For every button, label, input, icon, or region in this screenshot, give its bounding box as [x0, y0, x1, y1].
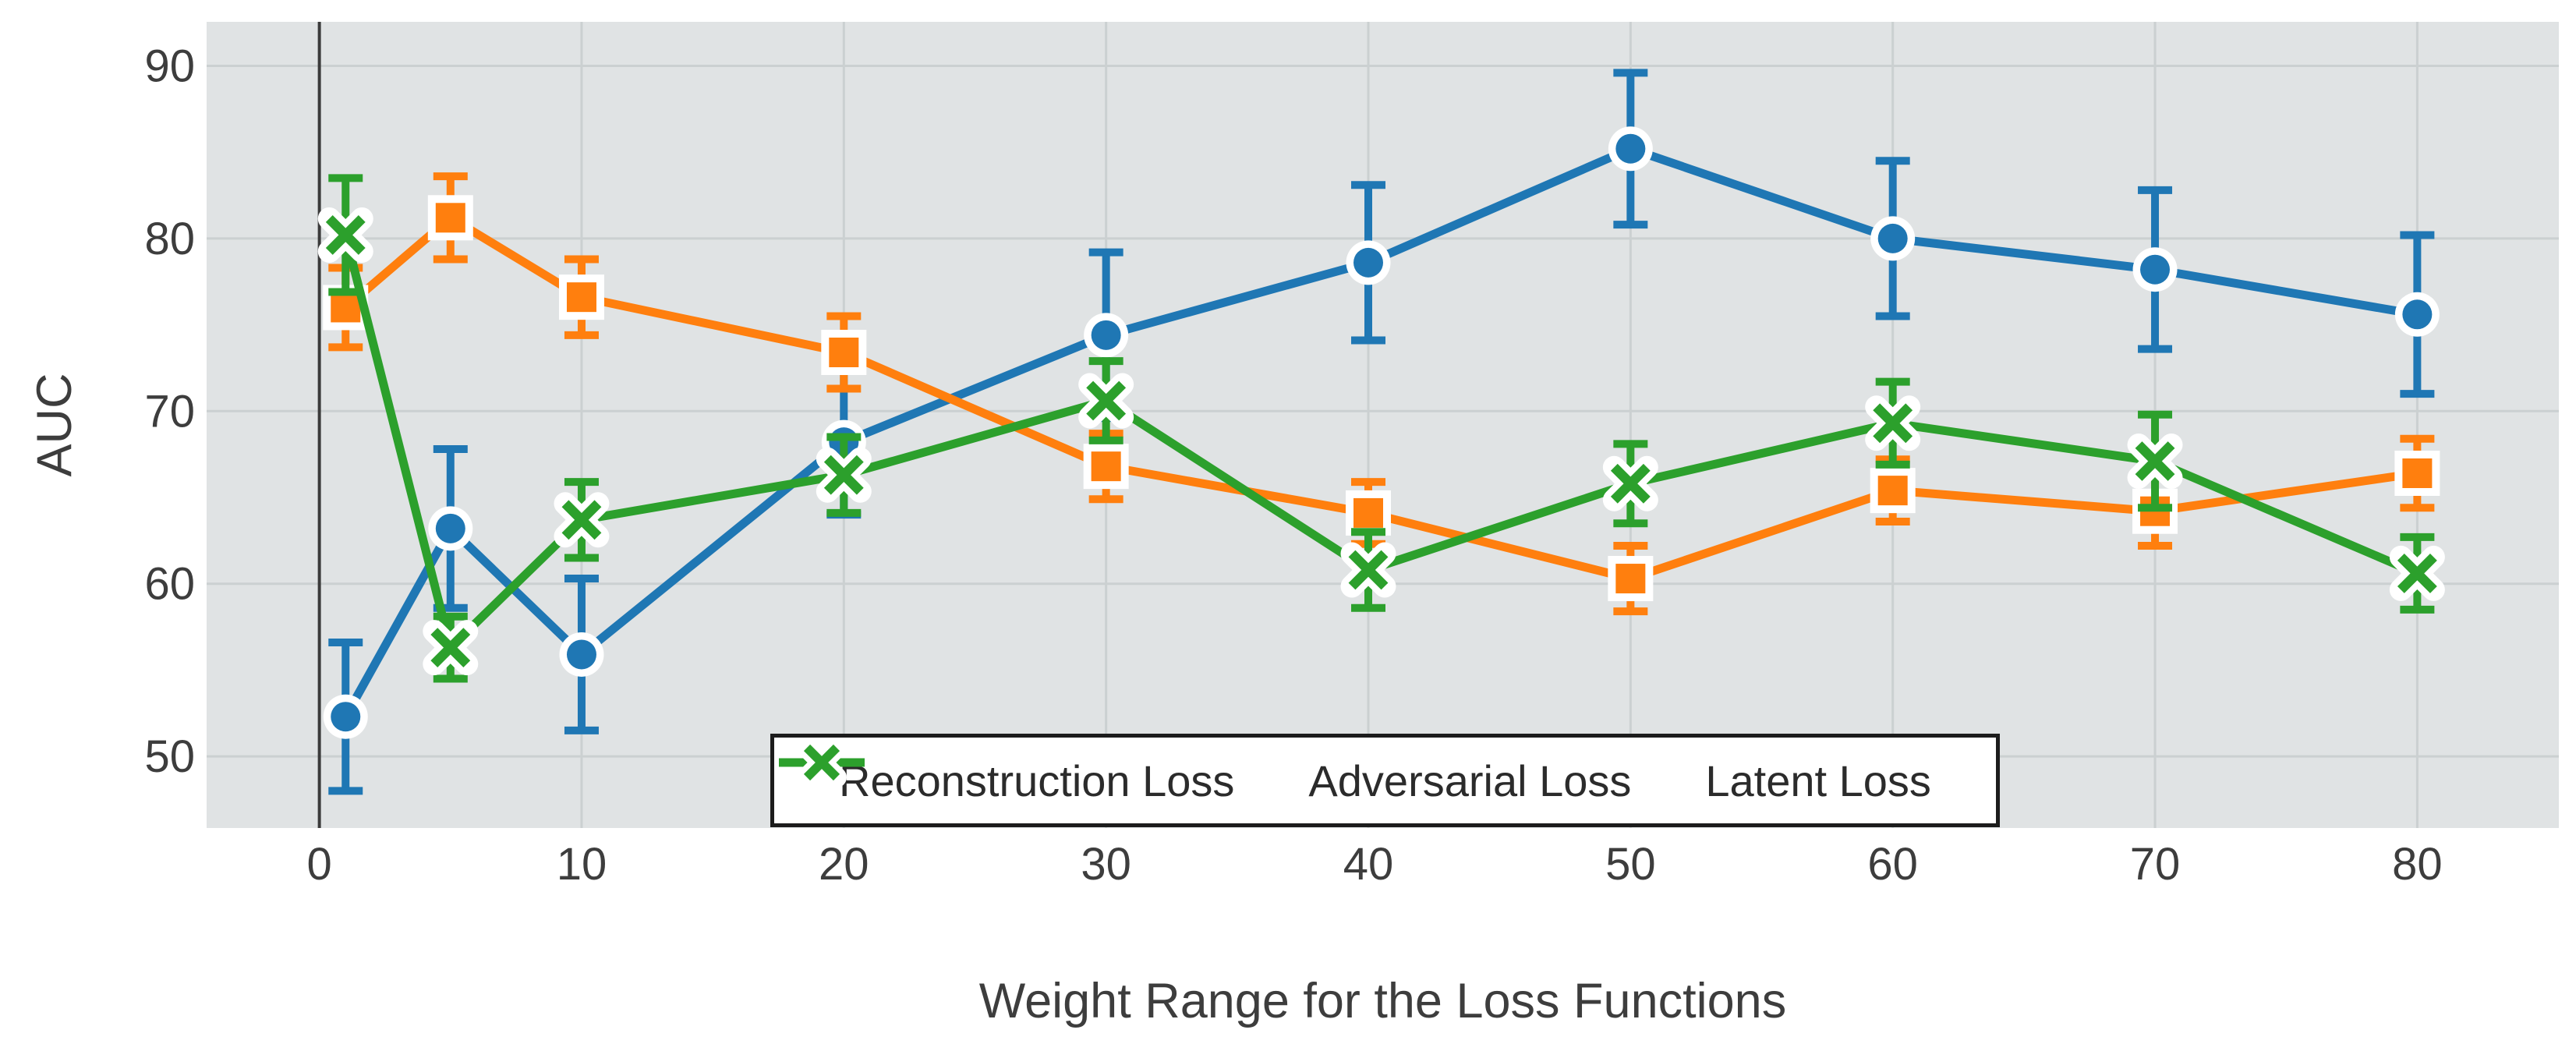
legend-entry-reconstruction-loss: Reconstruction Loss: [779, 742, 1235, 806]
data-point-marker: [821, 330, 867, 376]
y-tick-label: 60: [144, 559, 195, 610]
series-latent-loss: [317, 174, 2445, 683]
plot-area: [207, 22, 2559, 828]
x-tick-label: 30: [1081, 839, 1131, 890]
data-point-marker: [1608, 556, 1654, 602]
data-point-marker: [423, 620, 479, 676]
y-tick-labels: 50 60 70 80 90: [144, 41, 195, 782]
data-point-marker: [2394, 450, 2440, 496]
x-tick-labels: 0 10 20 30 40 50 60 70 80: [306, 839, 2442, 890]
legend-label: Reconstruction Loss: [839, 756, 1235, 805]
data-point-marker: [2132, 247, 2178, 292]
legend-label: Latent Loss: [1705, 756, 1931, 805]
data-point-marker: [2389, 545, 2445, 601]
x-axis-label: Weight Range for the Loss Functions: [978, 974, 1787, 1028]
legend-entry-adversarial-loss: Adversarial Loss: [779, 742, 1632, 806]
data-point-marker: [1340, 542, 1396, 598]
data-point-marker: [558, 274, 604, 320]
legend-marker-x-icon: [779, 738, 865, 787]
data-point-marker: [2127, 433, 2183, 489]
data-point-marker: [427, 195, 473, 241]
data-point-marker: [1084, 313, 1129, 358]
x-tick-label: 10: [557, 839, 607, 890]
data-point-marker: [1870, 216, 1916, 261]
data-point-marker: [1608, 126, 1653, 172]
x-tick-label: 80: [2392, 839, 2443, 890]
x-tick-label: 40: [1343, 839, 1394, 890]
data-point-marker: [559, 632, 604, 677]
series-line: [341, 144, 2422, 721]
data-point-marker: [816, 447, 872, 503]
data-point-marker: [1078, 373, 1134, 429]
data-point-marker: [554, 492, 610, 548]
x-tick-label: 70: [2130, 839, 2181, 890]
y-tick-label: 80: [144, 214, 195, 264]
data-point-marker: [1870, 468, 1916, 514]
y-tick-label: 90: [144, 41, 195, 91]
data-point-marker: [1346, 490, 1392, 536]
x-tick-label: 50: [1605, 839, 1656, 890]
data-point-marker: [428, 506, 473, 551]
data-point-marker: [1865, 395, 1921, 451]
data-point-marker: [2394, 292, 2440, 337]
x-tick-label: 20: [819, 839, 869, 890]
y-tick-label: 70: [144, 386, 195, 437]
legend: Reconstruction Loss Adversarial Loss Lat…: [770, 734, 2000, 827]
series-line: [341, 230, 2422, 653]
y-tick-label: 50: [144, 731, 195, 782]
y-axis-label: AUC: [27, 373, 82, 477]
data-point-marker: [1083, 444, 1129, 490]
data-point-marker: [1346, 240, 1391, 285]
data-point-marker: [317, 207, 373, 263]
data-point-marker: [323, 694, 368, 739]
x-tick-label: 60: [1867, 839, 1918, 890]
legend-label: Adversarial Loss: [1308, 756, 1632, 805]
data-point-marker: [1602, 455, 1658, 511]
legend-entry-latent-loss: Latent Loss: [779, 738, 1931, 806]
x-tick-label: 0: [306, 839, 331, 890]
